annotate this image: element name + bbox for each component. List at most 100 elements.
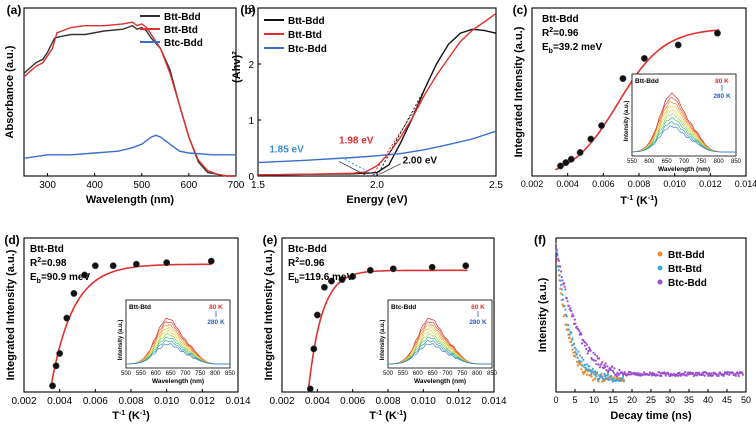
x-axis-label: T-1 (K-1) — [620, 195, 658, 207]
annotation-label: 2.00 eV — [403, 156, 438, 167]
legend-label: Btt-Bdd — [288, 16, 325, 27]
x-tick-label: 600 — [181, 180, 198, 191]
decay-point-btc-bdd — [598, 357, 601, 360]
inset-temp-low: 280 K — [713, 93, 731, 100]
x-tick-label: 1.5 — [251, 180, 265, 191]
decay-point-btt-btd — [622, 375, 625, 378]
x-axis-label: T-1 (K-1) — [369, 410, 407, 422]
decay-point-btt-btd — [557, 269, 561, 272]
legend-label: Btt-Btd — [288, 30, 322, 41]
y-axis-label: Absorbance (a.u.) — [4, 45, 16, 138]
decay-point-btt-btd — [596, 371, 599, 374]
panel-label: (c) — [513, 3, 528, 17]
y-axis-label: (Ahv)² — [231, 51, 243, 83]
x-axis-label: Energy (eV) — [346, 194, 407, 206]
decay-point-btc-bdd — [580, 342, 584, 345]
panel-label: (b) — [240, 3, 255, 17]
decay-point-btc-bdd — [592, 351, 595, 354]
legend-label: Btt-Bdd — [668, 250, 705, 261]
decay-point-btt-bdd — [574, 355, 577, 358]
decay-point-btc-bdd — [660, 374, 663, 377]
inset-x-axis-label: Wavelength (nm) — [152, 378, 204, 385]
inset-temp-low: 280 K — [207, 319, 225, 326]
x-tick-label: 0.002 — [11, 396, 36, 407]
decay-point-btc-bdd — [726, 373, 729, 376]
inset-x-tick-label: 750 — [696, 159, 707, 165]
decay-point-btc-bdd — [569, 307, 572, 310]
decay-point-btt-btd — [580, 356, 584, 359]
decay-point-btt-btd — [589, 370, 592, 373]
decay-point-btt-btd — [603, 372, 606, 376]
inset-x-axis-label: Wavelength (nm) — [414, 378, 466, 385]
decay-point-btc-bdd — [587, 349, 590, 353]
inset-x-tick-label: 700 — [442, 371, 453, 377]
decay-point-btt-btd — [575, 353, 579, 356]
binding-energy-label: Eb=90.9 meV — [30, 272, 90, 285]
r-squared-label: R2=0.96 — [288, 257, 325, 269]
data-point — [320, 283, 328, 291]
inset-y-axis-label: Intensity (a.u.) — [380, 320, 386, 361]
decay-point-btt-btd — [582, 358, 585, 361]
x-tick-label: 0.008 — [118, 396, 143, 407]
decay-point-btc-bdd — [570, 309, 573, 313]
decay-point-btc-bdd — [707, 374, 710, 377]
x-tick-label: 0.010 — [154, 396, 179, 407]
inset-x-tick-label: 650 — [662, 159, 673, 165]
decay-point-btc-bdd — [710, 372, 713, 375]
x-tick-label: 0.004 — [556, 179, 579, 189]
fit-curve — [50, 263, 212, 388]
decay-point-btt-btd — [590, 373, 593, 376]
decay-point-btt-btd — [588, 365, 591, 368]
panel-f-chart: 0 5 10 15 20 25 30 35 40 45 50 Btt-Bdd Btt-Btd Btc-Bd… — [534, 233, 751, 422]
decay-point-btt-bdd — [571, 348, 574, 351]
decay-point-btc-bdd — [711, 374, 714, 377]
decay-point-btt-btd — [600, 372, 603, 375]
decay-point-btc-bdd — [585, 347, 588, 351]
inset-x-tick-label: 850 — [487, 371, 498, 377]
x-tick-label: 20 — [627, 395, 637, 405]
decay-point-btc-bdd — [596, 355, 599, 358]
inset-sample-label: Btt-Btd — [129, 304, 151, 311]
decay-point-btt-btd — [558, 274, 561, 277]
decay-point-btc-bdd — [589, 349, 592, 352]
decay-point-btc-bdd — [588, 346, 591, 349]
series-line-btt-bdd — [257, 28, 497, 176]
data-point — [557, 162, 564, 170]
decay-point-btt-btd — [585, 363, 589, 366]
data-point — [56, 350, 64, 357]
decay-point-btc-bdd — [606, 365, 609, 368]
annotation-arrow — [338, 161, 366, 176]
decay-point-btt-btd — [622, 380, 626, 383]
decay-point-btc-bdd — [684, 371, 687, 374]
decay-point-btt-btd — [573, 346, 576, 349]
decay-point-btt-btd — [606, 373, 610, 376]
decay-point-btc-bdd — [697, 371, 701, 374]
decay-point-btc-bdd — [611, 365, 614, 368]
x-tick-label: 40 — [703, 395, 713, 405]
decay-point-btc-bdd — [737, 374, 740, 378]
x-tick-label: 0.012 — [446, 396, 471, 407]
decay-point-btc-bdd — [564, 288, 567, 291]
decay-point-btc-bdd — [613, 367, 616, 370]
decay-point-btc-bdd — [692, 372, 695, 375]
inset-x-tick-label: 550 — [136, 371, 147, 377]
inset-spectrum — [387, 343, 492, 365]
decay-point-btt-btd — [575, 348, 578, 351]
x-tick-label: 0.006 — [83, 396, 108, 407]
y-axis-label: Integrated Intensity (a.u.) — [513, 26, 525, 157]
decay-point-btt-btd — [604, 374, 607, 378]
plot-frame — [555, 237, 747, 393]
decay-point-btc-bdd — [571, 313, 574, 316]
x-tick-label: 400 — [86, 180, 103, 191]
x-tick-label: 0 — [553, 395, 558, 405]
panel-label: (d) — [4, 233, 19, 247]
decay-point-btc-bdd — [562, 282, 566, 285]
r-squared-label: R2=0.96 — [542, 27, 579, 39]
decay-point-btc-bdd — [629, 370, 632, 374]
inset-x-tick-label: 850 — [731, 159, 742, 165]
decay-point-btc-bdd — [605, 369, 608, 372]
data-point — [619, 75, 627, 83]
inset-x-tick-label: 600 — [644, 159, 655, 165]
decay-point-btc-bdd — [575, 325, 579, 328]
